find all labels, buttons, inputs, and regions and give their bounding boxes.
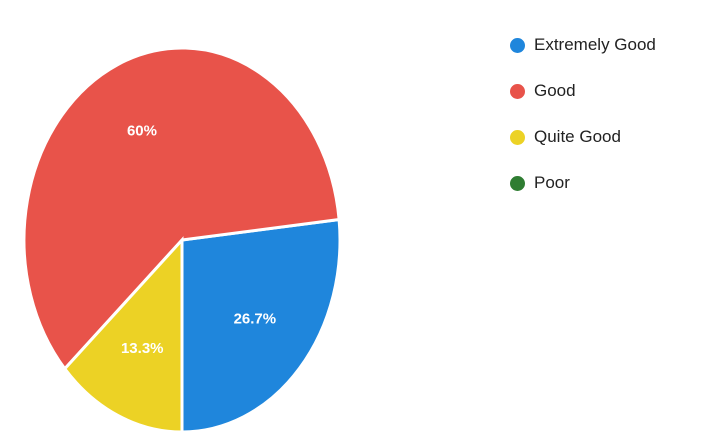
legend-item: Poor: [510, 160, 656, 206]
legend-label: Quite Good: [534, 127, 621, 146]
legend: Extremely Good Good Quite Good Poor: [510, 22, 656, 206]
slice-label-extremely-good: 26.7%: [234, 311, 277, 328]
legend-swatch: [510, 175, 525, 191]
legend-label: Good: [534, 81, 576, 100]
pie-slice-good: [22, 46, 341, 372]
legend-swatch: [510, 129, 525, 145]
legend-item: Good: [510, 68, 656, 114]
legend-label: Extremely Good: [534, 35, 656, 54]
legend-item: Extremely Good: [510, 22, 656, 68]
legend-item: Quite Good: [510, 114, 656, 160]
legend-swatch: [510, 37, 525, 53]
legend-label: Poor: [534, 173, 570, 192]
legend-swatch: [510, 83, 525, 99]
slice-label-good: 60%: [127, 122, 157, 139]
pie-slice-extremely-good: [180, 217, 342, 434]
slice-label-quite-good: 13.3%: [121, 340, 164, 357]
pie-slice-quite-good: [62, 236, 184, 434]
